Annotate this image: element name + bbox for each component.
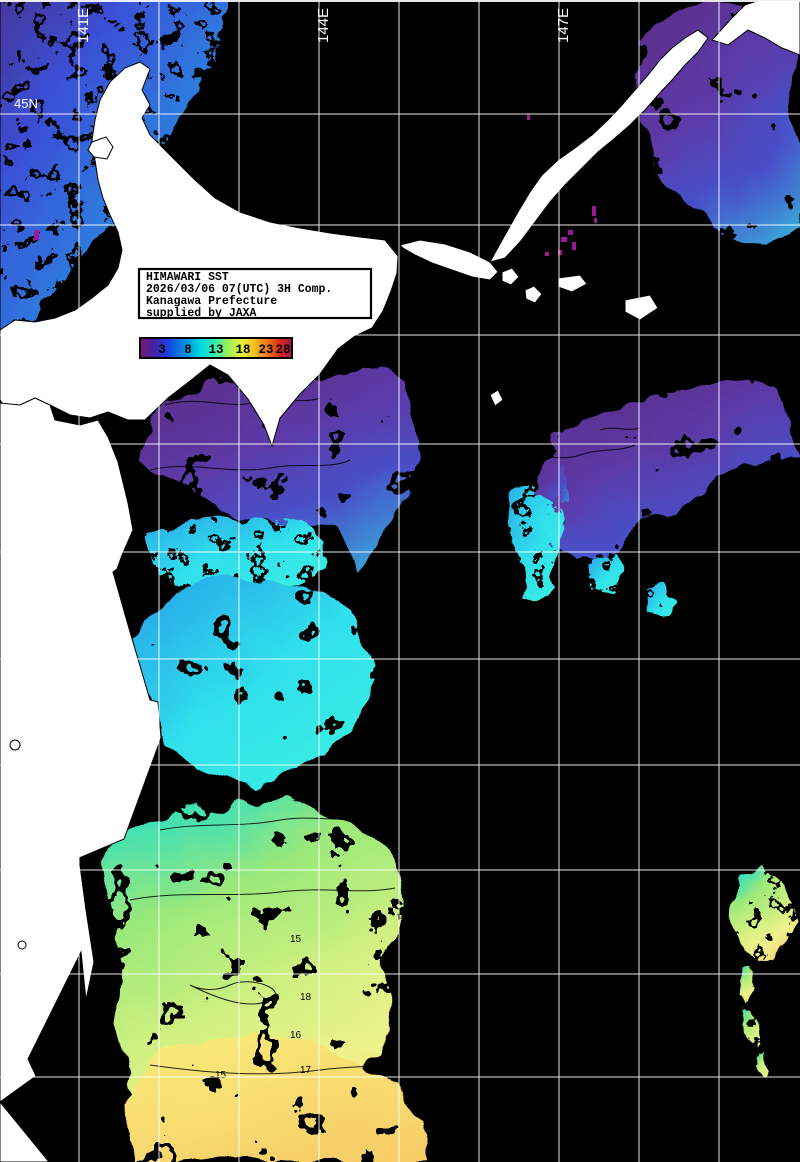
svg-text:13: 13 [208,343,223,357]
svg-text:17: 17 [300,1065,312,1076]
svg-text:23: 23 [258,343,273,357]
svg-text:supplied by JAXA: supplied by JAXA [146,307,257,320]
svg-text:15: 15 [215,1070,227,1081]
svg-text:3: 3 [158,343,166,357]
svg-text:28: 28 [275,343,290,357]
svg-text:147E: 147E [555,8,572,43]
svg-text:18: 18 [300,992,312,1003]
svg-text:8: 8 [184,343,192,357]
svg-text:16: 16 [290,1030,302,1041]
svg-text:141E: 141E [75,8,92,43]
svg-text:144E: 144E [315,8,332,43]
svg-text:15: 15 [290,934,302,945]
svg-text:45N: 45N [14,96,38,111]
svg-text:18: 18 [235,343,250,357]
